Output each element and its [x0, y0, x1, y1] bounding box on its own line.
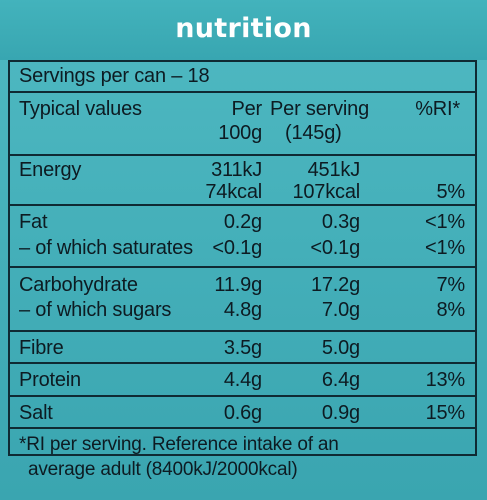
salt-per100: 0.6g — [223, 402, 262, 424]
servings-per-can: Servings per can – 18 — [19, 65, 210, 87]
protein-serving: 6.4g — [321, 369, 360, 391]
divider — [8, 427, 477, 429]
divider — [8, 330, 477, 332]
fat-ri: <1% — [425, 211, 465, 233]
fat-per100: 0.2g — [223, 211, 262, 233]
carbohydrate-per100: 11.9g — [214, 274, 262, 296]
header-typical-values: Typical values — [19, 98, 142, 120]
saturates-per100: <0.1g — [212, 237, 262, 259]
header-per-serving-line1: Per serving — [270, 98, 369, 120]
sugars-serving: 7.0g — [321, 299, 360, 321]
divider — [8, 204, 477, 206]
footnote-line2: average adult (8400kJ/2000kcal) — [28, 459, 298, 480]
fibre-serving: 5.0g — [321, 337, 360, 359]
protein-ri: 13% — [425, 369, 466, 391]
table-top-border — [8, 60, 477, 62]
fat-serving: 0.3g — [321, 211, 360, 233]
carbohydrate-ri: 7% — [436, 274, 465, 296]
panel-title: nutrition — [175, 12, 312, 44]
energy-serving-kj: 451kJ — [307, 159, 361, 181]
fat-label: Fat — [19, 211, 48, 233]
energy-per100-kcal: 74kcal — [205, 181, 262, 203]
divider — [8, 91, 477, 93]
title-banner: nutrition — [0, 0, 487, 60]
energy-serving-kcal: 107kcal — [292, 181, 360, 203]
header-per-serving-line2: (145g) — [285, 122, 342, 144]
saturates-ri: <1% — [425, 237, 465, 259]
salt-serving: 0.9g — [321, 402, 360, 424]
divider — [8, 362, 477, 364]
divider — [8, 395, 477, 397]
energy-label: Energy — [19, 159, 82, 181]
carbohydrate-label: Carbohydrate — [19, 274, 138, 296]
sugars-label: – of which sugars — [19, 299, 172, 321]
header-ri: %RI* — [415, 98, 460, 120]
saturates-serving: <0.1g — [310, 237, 360, 259]
footnote-line1: *RI per serving. Reference intake of an — [19, 434, 339, 455]
table-bottom-border — [8, 454, 477, 456]
saturates-label: – of which saturates — [19, 237, 193, 259]
divider — [8, 154, 477, 156]
table-left-border — [8, 60, 10, 456]
fibre-per100: 3.5g — [223, 337, 262, 359]
salt-ri: 15% — [425, 402, 466, 424]
sugars-ri: 8% — [436, 299, 465, 321]
energy-ri: 5% — [436, 181, 465, 203]
fibre-label: Fibre — [19, 337, 64, 359]
energy-per100-kj: 311kJ — [211, 159, 262, 181]
sugars-per100: 4.8g — [223, 299, 262, 321]
header-per-100g-line1: Per — [231, 98, 262, 120]
protein-per100: 4.4g — [223, 369, 262, 391]
divider — [8, 266, 477, 268]
header-per-100g-line2: 100g — [218, 122, 262, 144]
salt-label: Salt — [19, 402, 53, 424]
carbohydrate-serving: 17.2g — [310, 274, 360, 296]
table-right-border — [475, 60, 477, 456]
protein-label: Protein — [19, 369, 81, 391]
